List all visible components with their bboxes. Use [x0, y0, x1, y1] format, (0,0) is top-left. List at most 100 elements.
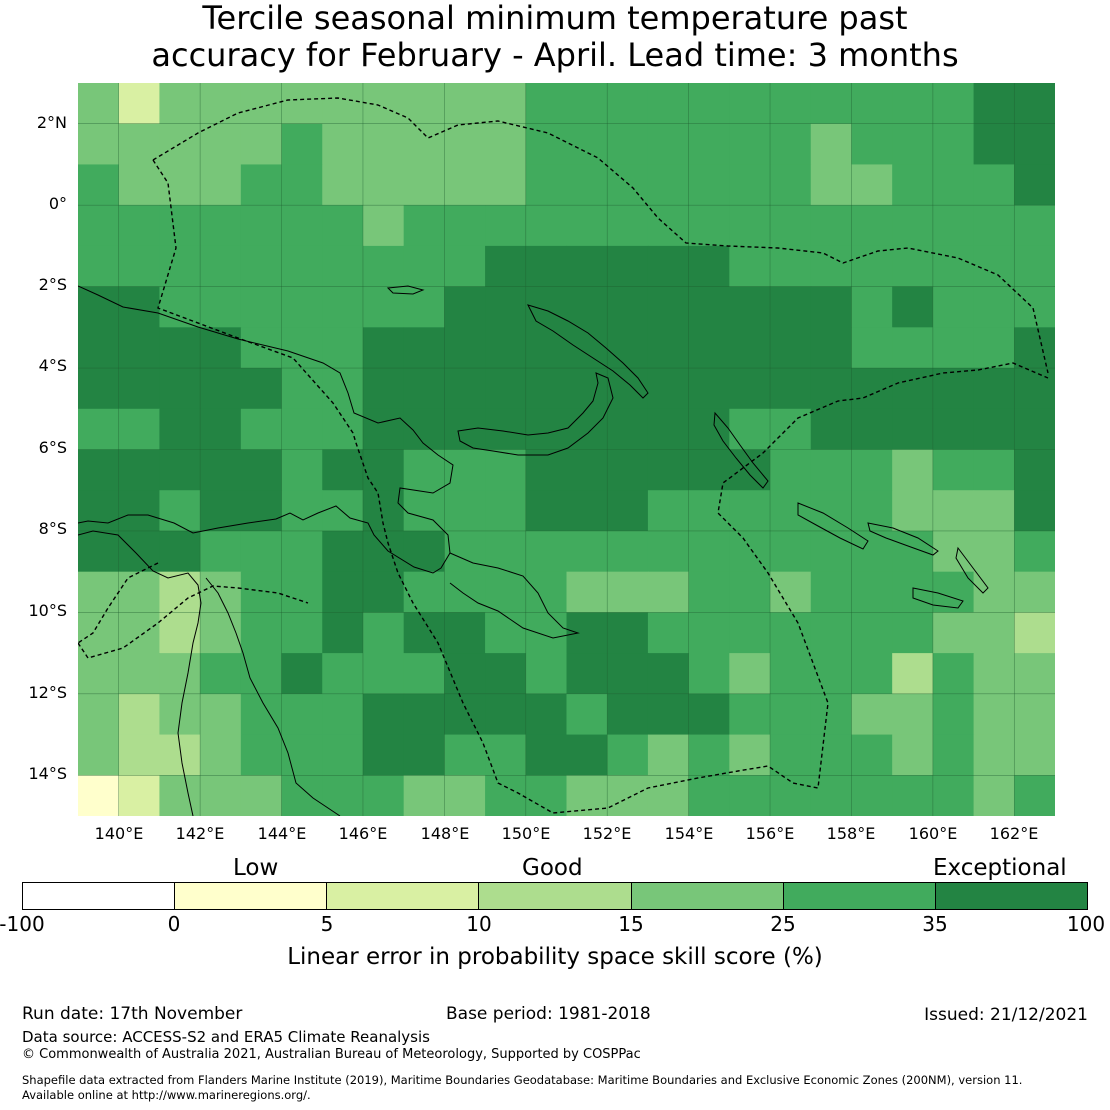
skill-cell: [647, 205, 690, 247]
skill-cell: [647, 164, 690, 206]
skill-cell: [240, 734, 283, 776]
skill-cell: [403, 693, 445, 736]
skill-cell: [647, 612, 690, 654]
skill-cell: [281, 205, 323, 247]
skill-cell: [485, 530, 527, 573]
skill-cell: [688, 490, 730, 532]
skill-cell: [362, 368, 405, 410]
skill-cell: [810, 83, 853, 125]
coastline-solomon-2: [867, 522, 939, 556]
skill-cell: [322, 286, 364, 328]
skill-cell: [118, 83, 161, 125]
skill-cell: [118, 653, 161, 695]
eez-torres-west: [78, 562, 159, 644]
skill-cell: [78, 368, 120, 410]
skill-cell: [892, 83, 934, 125]
skill-cell: [525, 368, 568, 410]
skill-cell: [973, 734, 1015, 776]
lon-label-158e: 158°E: [826, 824, 876, 843]
run-date: Run date: 17th November: [22, 1004, 243, 1024]
lon-label-148e: 148°E: [420, 824, 470, 843]
skill-cell: [78, 245, 120, 288]
skill-cell: [892, 734, 934, 776]
skill-cell: [78, 449, 120, 491]
skill-cell: [525, 571, 568, 613]
skill-cell: [281, 408, 323, 451]
skill-cell: [647, 123, 690, 166]
skill-cell: [362, 164, 405, 206]
skill-cell: [403, 775, 445, 816]
skill-cell: [322, 612, 364, 654]
skill-cell: [892, 490, 934, 532]
skill-cell: [566, 245, 608, 288]
eez-png: [152, 159, 1049, 814]
skill-cell: [729, 205, 771, 247]
skill-cell: [362, 734, 405, 776]
skill-cell: [444, 653, 486, 695]
skill-cell: [159, 205, 201, 247]
skill-cell: [1014, 368, 1055, 410]
skill-cell: [810, 245, 853, 288]
skill-cell: [566, 449, 608, 491]
skill-cell: [444, 693, 486, 736]
skill-cell: [118, 368, 161, 410]
skill-cell: [932, 286, 975, 328]
skill-cell: [973, 490, 1015, 532]
skill-cell: [770, 327, 812, 369]
coastline-solomon-1: [797, 502, 869, 550]
skill-cell: [932, 653, 975, 695]
map-title-line-1: Tercile seasonal minimum temperature pas…: [202, 0, 908, 37]
skill-cell: [770, 449, 812, 491]
skill-cell: [281, 327, 323, 369]
skill-cell: [729, 571, 771, 613]
skill-cell: [485, 164, 527, 206]
skill-cell: [607, 693, 649, 736]
skill-cell: [362, 408, 405, 451]
skill-cell: [851, 83, 893, 125]
skill-cell: [525, 327, 568, 369]
skill-cell: [566, 286, 608, 328]
skill-cell: [362, 245, 405, 288]
skill-cell: [770, 490, 812, 532]
skill-cell: [322, 530, 364, 573]
skill-cell: [647, 490, 690, 532]
skill-cell: [566, 408, 608, 451]
lat-label-14s: 14°S: [28, 764, 67, 783]
skill-cell: [770, 653, 812, 695]
skill-cell: [566, 693, 608, 736]
skill-cell: [973, 408, 1015, 451]
skill-cell: [688, 408, 730, 451]
coastline-bougainville: [713, 411, 769, 489]
skill-cell: [485, 245, 527, 288]
skill-cell: [851, 123, 893, 166]
skill-cell: [607, 775, 649, 816]
skill-cell: [607, 612, 649, 654]
skill-cell: [810, 286, 853, 328]
skill-cell: [78, 205, 120, 247]
skill-cell: [688, 368, 730, 410]
colorbar-segment-0-5: [175, 883, 328, 909]
eez-torres: [78, 585, 309, 659]
skill-cell: [851, 734, 893, 776]
skill-cell: [281, 449, 323, 491]
skill-cell: [322, 205, 364, 247]
colorbar-tick: 35: [922, 912, 948, 936]
skill-cell: [78, 490, 120, 532]
skill-cell: [525, 490, 568, 532]
skill-cell: [851, 530, 893, 573]
skill-cell: [444, 205, 486, 247]
coastline-solomon-4: [955, 546, 989, 594]
skill-cell: [566, 368, 608, 410]
skill-cell: [932, 205, 975, 247]
skill-cell: [403, 164, 445, 206]
skill-cell: [78, 653, 120, 695]
colorbar-tick: 5: [320, 912, 334, 936]
skill-cell: [892, 123, 934, 166]
skill-cell: [566, 83, 608, 125]
skill-cell: [240, 164, 283, 206]
lat-label-4s: 4°S: [38, 356, 67, 375]
skill-cell: [525, 775, 568, 816]
skill-cell: [281, 653, 323, 695]
skill-cell: [851, 327, 893, 369]
skill-cell: [607, 286, 649, 328]
